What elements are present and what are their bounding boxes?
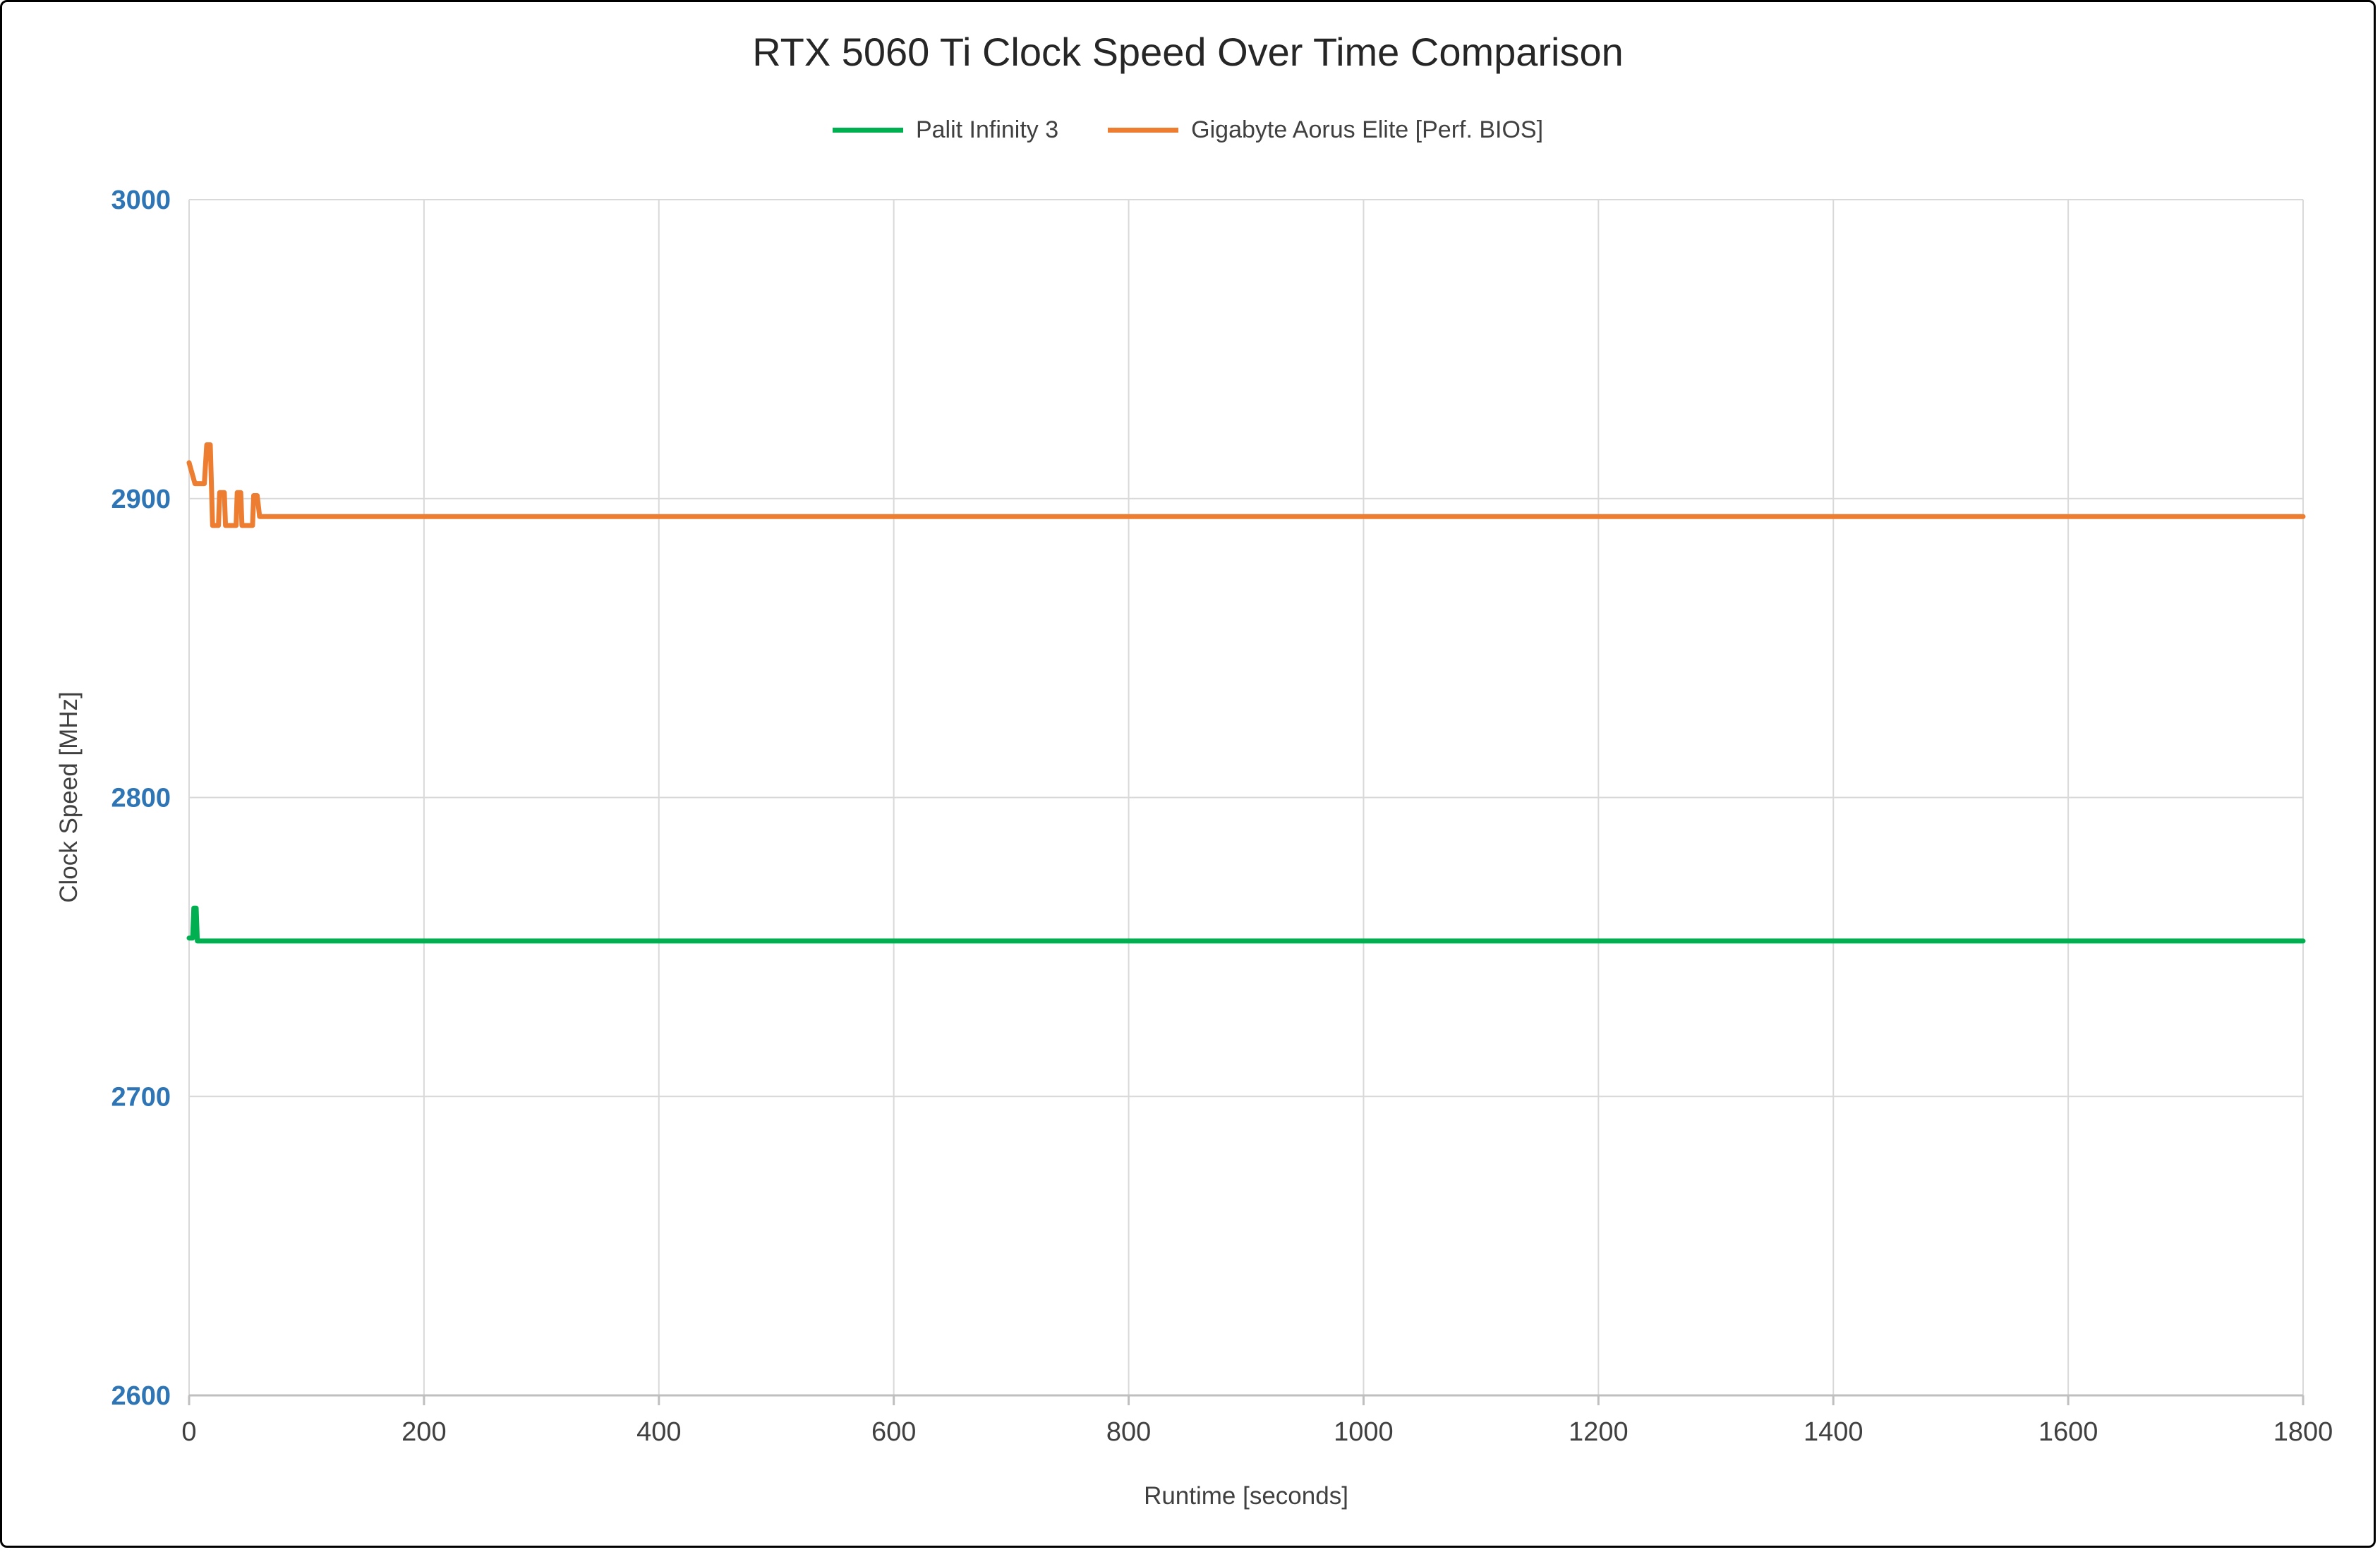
x-tick-label: 1800 xyxy=(2273,1417,2333,1447)
vertical-gridlines xyxy=(188,200,2304,1395)
x-tick-label: 800 xyxy=(1106,1417,1151,1447)
chart-title: RTX 5060 Ti Clock Speed Over Time Compar… xyxy=(752,30,1624,74)
horizontal-gridlines xyxy=(189,199,2303,1396)
y-axis-title: Clock Speed [MHz] xyxy=(55,691,83,903)
chart-legend: Palit Infinity 3 Gigabyte Aorus Elite [P… xyxy=(2,116,2374,144)
series-line-0 xyxy=(186,905,2306,944)
y-tick-label: 2800 xyxy=(111,784,171,813)
x-tick-label: 1600 xyxy=(2038,1417,2098,1447)
y-tick-label: 2700 xyxy=(111,1082,171,1112)
y-tick-label: 3000 xyxy=(111,186,171,215)
legend-label-palit: Palit Infinity 3 xyxy=(915,116,1059,143)
x-tick-label: 1200 xyxy=(1569,1417,1629,1447)
x-axis xyxy=(188,1394,2305,1405)
x-tick-label: 1400 xyxy=(1804,1417,1863,1447)
legend-label-gigabyte: Gigabyte Aorus Elite [Perf. BIOS] xyxy=(1191,116,1544,143)
y-tick-label: 2900 xyxy=(111,485,171,514)
x-tick-label: 600 xyxy=(871,1417,916,1447)
x-tick-label: 200 xyxy=(401,1417,446,1447)
legend-line-sample-green xyxy=(832,128,903,133)
x-tick-label: 1000 xyxy=(1334,1417,1394,1447)
y-tick-labels: 2600 2700 2800 2900 3000 xyxy=(111,186,171,1411)
x-tick-labels: 0 200 400 600 800 1000 1200 1400 1600 1800 xyxy=(181,1417,2333,1447)
x-axis-title: Runtime [seconds] xyxy=(1144,1482,1348,1510)
legend-item-palit: Palit Infinity 3 xyxy=(832,116,1059,144)
legend-line-sample-orange xyxy=(1108,128,1179,133)
x-tick-label: 400 xyxy=(636,1417,681,1447)
legend-item-gigabyte: Gigabyte Aorus Elite [Perf. BIOS] xyxy=(1108,116,1543,144)
y-tick-label: 2600 xyxy=(111,1381,171,1411)
x-tick-label: 0 xyxy=(181,1417,196,1447)
series-line-1 xyxy=(186,442,2306,528)
